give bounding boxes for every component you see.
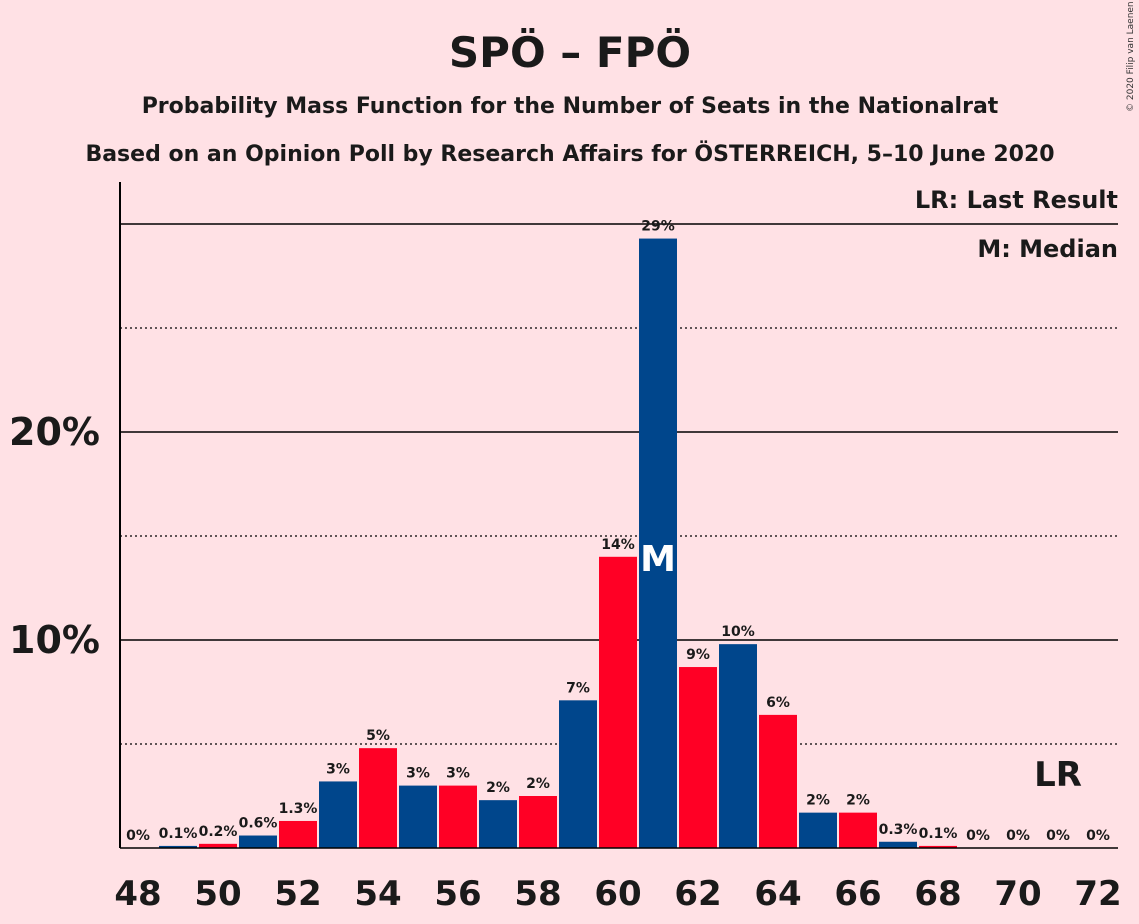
- bar-seat-52: [279, 820, 317, 848]
- data-label: 3%: [406, 766, 430, 782]
- data-label: 9%: [686, 647, 710, 663]
- x-tick-label: 50: [194, 874, 241, 914]
- bar-seat-60: [599, 556, 637, 848]
- data-label: 0%: [1006, 828, 1030, 844]
- data-label: 29%: [641, 219, 675, 235]
- data-label: 0.2%: [199, 824, 238, 840]
- chart-title: SPÖ – FPÖ: [449, 27, 691, 77]
- data-label: 0%: [1086, 828, 1110, 844]
- bar-seat-53: [319, 781, 357, 848]
- bar-seat-66: [839, 812, 877, 848]
- x-tick-label: 62: [674, 874, 721, 914]
- bar-seat-49: [159, 845, 197, 848]
- bar-seat-63: [719, 644, 757, 848]
- x-tick-label: 64: [754, 874, 801, 914]
- bar-seat-54: [359, 748, 397, 848]
- data-label: 2%: [846, 793, 870, 809]
- data-label: 0%: [1046, 828, 1070, 844]
- bar-seat-57: [479, 800, 517, 848]
- data-label: 0.6%: [239, 816, 278, 832]
- bar-seat-62: [679, 667, 717, 848]
- data-label: 5%: [366, 728, 390, 744]
- data-label: 0.1%: [159, 826, 198, 842]
- x-tick-label: 52: [274, 874, 321, 914]
- bar-seat-65: [799, 812, 837, 848]
- x-tick-label: 68: [914, 874, 961, 914]
- data-label: 2%: [486, 780, 510, 796]
- x-tick-label: 60: [594, 874, 641, 914]
- data-label: 0.1%: [919, 826, 958, 842]
- data-label: 14%: [601, 537, 635, 553]
- data-label: 0%: [966, 828, 990, 844]
- data-label: 2%: [806, 793, 830, 809]
- chart-subtitle-2: Based on an Opinion Poll by Research Aff…: [85, 141, 1054, 167]
- x-tick-label: 66: [834, 874, 881, 914]
- bar-seat-51: [239, 835, 277, 848]
- bar-seat-61: [639, 238, 677, 848]
- data-label: 10%: [721, 624, 755, 640]
- x-tick-label: 58: [514, 874, 561, 914]
- copyright: © 2020 Filip van Laenen: [1126, 1, 1136, 112]
- x-tick-label: 54: [354, 874, 401, 914]
- data-label: 0.3%: [879, 822, 918, 838]
- bar-seat-58: [519, 796, 557, 848]
- y-tick-label: 10%: [9, 618, 100, 662]
- last-result-marker: LR: [1034, 755, 1082, 795]
- bar-seat-59: [559, 700, 597, 848]
- x-tick-label: 56: [434, 874, 481, 914]
- median-marker: M: [640, 539, 676, 580]
- data-label: 3%: [326, 761, 350, 777]
- data-label: 1.3%: [279, 801, 318, 817]
- bar-seat-50: [199, 843, 237, 848]
- bar-seat-55: [399, 785, 437, 848]
- bar-seat-67: [879, 841, 917, 848]
- x-tick-label: 70: [994, 874, 1041, 914]
- bar-seat-56: [439, 785, 477, 848]
- data-label: 2%: [526, 776, 550, 792]
- legend-median: M: Median: [977, 235, 1118, 263]
- data-label: 7%: [566, 680, 590, 696]
- y-axis: 10% 20%: [9, 182, 121, 848]
- data-label: 3%: [446, 766, 470, 782]
- x-tick-label: 72: [1074, 874, 1121, 914]
- y-tick-label: 20%: [9, 410, 100, 454]
- data-label: 6%: [766, 695, 790, 711]
- bar-seat-64: [759, 714, 797, 848]
- chart-subtitle: Probability Mass Function for the Number…: [142, 94, 999, 119]
- x-axis: 48 50 52 54 56 58 60 62 64 66 68 70 72: [114, 847, 1122, 914]
- bars: 0% 0.1% 0.2%0.6%1.3%3%5%3% 3%2% 2%7%14%29%M9…: [126, 219, 1110, 848]
- data-label: 0%: [126, 828, 150, 844]
- bar-seat-68: [919, 845, 957, 848]
- legend-last-result: LR: Last Result: [915, 186, 1118, 214]
- x-tick-label: 48: [114, 874, 161, 914]
